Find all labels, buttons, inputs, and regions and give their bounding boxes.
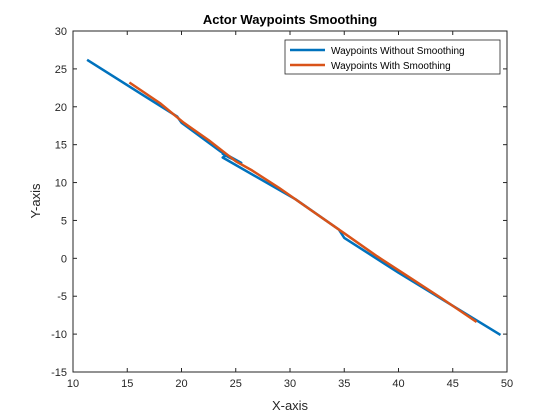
- y-tick-label: 0: [61, 253, 67, 265]
- y-tick-label: 15: [55, 140, 67, 152]
- x-tick-label: 20: [175, 378, 187, 390]
- legend-box: [284, 39, 501, 75]
- y-tick-label: 10: [55, 178, 67, 190]
- x-tick-label: 45: [447, 378, 459, 390]
- series-line-with-smoothing: [128, 81, 478, 324]
- axis-ticks: 10 15 20 25 30 35 40 45 50 -15 -10 -5 0 5 10 15 20 25 30: [51, 26, 513, 390]
- y-axis-label: Y-axis: [28, 183, 43, 218]
- y-tick-label: -5: [57, 291, 67, 303]
- legend-label-with-smoothing: Waypoints With Smoothing: [331, 61, 451, 72]
- x-tick-label: 30: [284, 378, 296, 390]
- chart-title: Actor Waypoints Smoothing: [203, 12, 377, 27]
- x-tick-label: 40: [392, 378, 404, 390]
- y-tick-label: -10: [51, 329, 67, 341]
- legend: Waypoints Without Smoothing Waypoints Wi…: [284, 39, 501, 75]
- y-tick-label: -15: [51, 367, 67, 379]
- y-tick-label: 20: [55, 102, 67, 114]
- plot-area: [72, 30, 508, 373]
- y-tick-label: 30: [55, 26, 67, 38]
- series-layer: [86, 58, 502, 336]
- x-tick-label: 10: [67, 378, 79, 390]
- y-tick-label: 5: [61, 215, 67, 227]
- y-tick-label: 25: [55, 64, 67, 76]
- x-tick-label: 25: [230, 378, 242, 390]
- x-axis-label: X-axis: [272, 398, 309, 413]
- x-tick-label: 50: [501, 378, 513, 390]
- x-tick-label: 35: [338, 378, 350, 390]
- legend-label-without-smoothing: Waypoints Without Smoothing: [331, 46, 465, 57]
- x-tick-label: 15: [121, 378, 133, 390]
